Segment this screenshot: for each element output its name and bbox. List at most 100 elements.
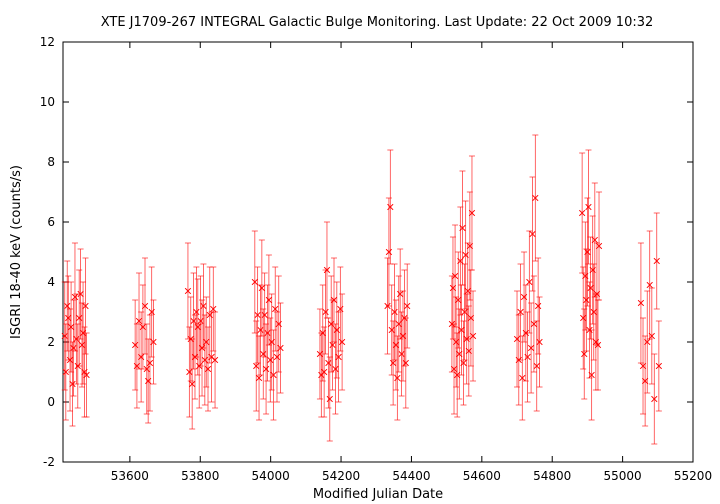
data-point <box>77 248 84 340</box>
x-marker <box>264 329 271 337</box>
x-marker <box>389 359 397 367</box>
x-marker <box>637 299 645 307</box>
x-marker <box>530 320 538 328</box>
data-point <box>73 293 80 385</box>
x-marker <box>261 311 268 319</box>
data-point <box>536 296 543 388</box>
data-point <box>465 305 472 397</box>
x-marker <box>143 365 150 373</box>
data-point <box>316 308 324 400</box>
x-tick-label: 54400 <box>392 469 430 483</box>
x-marker <box>67 323 75 331</box>
data-point <box>254 266 261 364</box>
data-point <box>326 356 333 442</box>
x-marker <box>526 278 533 286</box>
data-point <box>320 326 328 418</box>
x-marker <box>328 320 335 328</box>
data-point <box>197 275 204 367</box>
x-marker <box>451 272 459 280</box>
x-marker <box>651 395 658 403</box>
x-marker <box>387 203 394 211</box>
data-point <box>533 320 540 412</box>
data-point <box>451 224 459 328</box>
x-marker <box>197 317 204 325</box>
x-marker <box>73 335 80 343</box>
y-tick-label: 8 <box>47 155 55 169</box>
x-marker <box>194 323 201 331</box>
data-point <box>328 275 335 373</box>
data-point <box>277 302 284 394</box>
x-marker <box>83 371 90 379</box>
data-point <box>62 323 69 421</box>
x-marker <box>193 308 200 316</box>
data-point <box>529 176 536 292</box>
x-marker <box>468 209 476 217</box>
data-point <box>319 284 326 382</box>
x-marker <box>150 338 157 346</box>
data-point <box>184 242 192 340</box>
x-marker <box>527 344 535 352</box>
x-tick-label: 53800 <box>181 469 219 483</box>
data-point <box>267 317 274 403</box>
data-point <box>265 254 273 346</box>
x-marker <box>655 362 663 370</box>
x-marker <box>533 362 540 370</box>
x-marker <box>388 326 395 334</box>
x-marker <box>64 302 71 310</box>
x-marker <box>69 380 76 388</box>
data-point <box>258 239 266 337</box>
x-marker <box>82 302 89 310</box>
x-marker <box>517 308 524 316</box>
x-marker <box>267 356 274 364</box>
x-marker <box>644 338 651 346</box>
axis-ticks: 53600 53800 54000 54200 54400 54600 54800 55000… <box>40 35 712 483</box>
data-point <box>402 317 409 409</box>
data-point <box>79 281 87 385</box>
data-point <box>651 353 658 445</box>
x-marker <box>646 281 653 289</box>
data-point <box>67 281 75 373</box>
x-tick-label: 55200 <box>674 469 712 483</box>
data-point <box>404 263 411 349</box>
data-point <box>71 242 79 352</box>
data-point <box>394 335 401 421</box>
x-marker <box>332 365 339 373</box>
data-point <box>262 323 270 415</box>
data-point <box>385 197 393 307</box>
data-point <box>69 341 76 427</box>
y-tick-label: 10 <box>40 95 55 109</box>
x-marker <box>392 341 400 349</box>
x-marker <box>189 380 196 388</box>
x-marker <box>595 242 603 250</box>
x-marker <box>260 350 267 358</box>
x-tick-label: 53600 <box>111 469 149 483</box>
data-points <box>61 134 663 445</box>
x-marker <box>71 293 79 301</box>
x-marker <box>78 341 86 349</box>
data-point <box>655 320 663 412</box>
x-marker <box>62 368 69 376</box>
x-marker <box>402 359 409 367</box>
data-point <box>204 326 212 412</box>
data-point <box>190 272 197 370</box>
chart-title: XTE J1709-267 INTEGRAL Galactic Bulge Mo… <box>101 15 654 30</box>
data-point <box>580 266 587 370</box>
x-marker <box>201 356 208 364</box>
x-axis-label: Modified Julian Date <box>313 487 443 502</box>
x-marker <box>648 332 655 340</box>
x-marker <box>146 359 154 367</box>
x-marker <box>385 248 393 256</box>
data-point <box>526 230 533 334</box>
x-tick-label: 54000 <box>252 469 290 483</box>
data-point <box>330 257 338 343</box>
data-point <box>318 332 325 418</box>
data-point <box>322 269 329 355</box>
data-point <box>468 155 476 271</box>
x-marker <box>394 374 401 382</box>
data-point <box>150 299 157 385</box>
x-marker <box>398 350 405 358</box>
data-point <box>325 317 332 409</box>
x-marker <box>329 341 336 349</box>
x-marker <box>316 350 324 358</box>
x-marker <box>653 257 660 265</box>
